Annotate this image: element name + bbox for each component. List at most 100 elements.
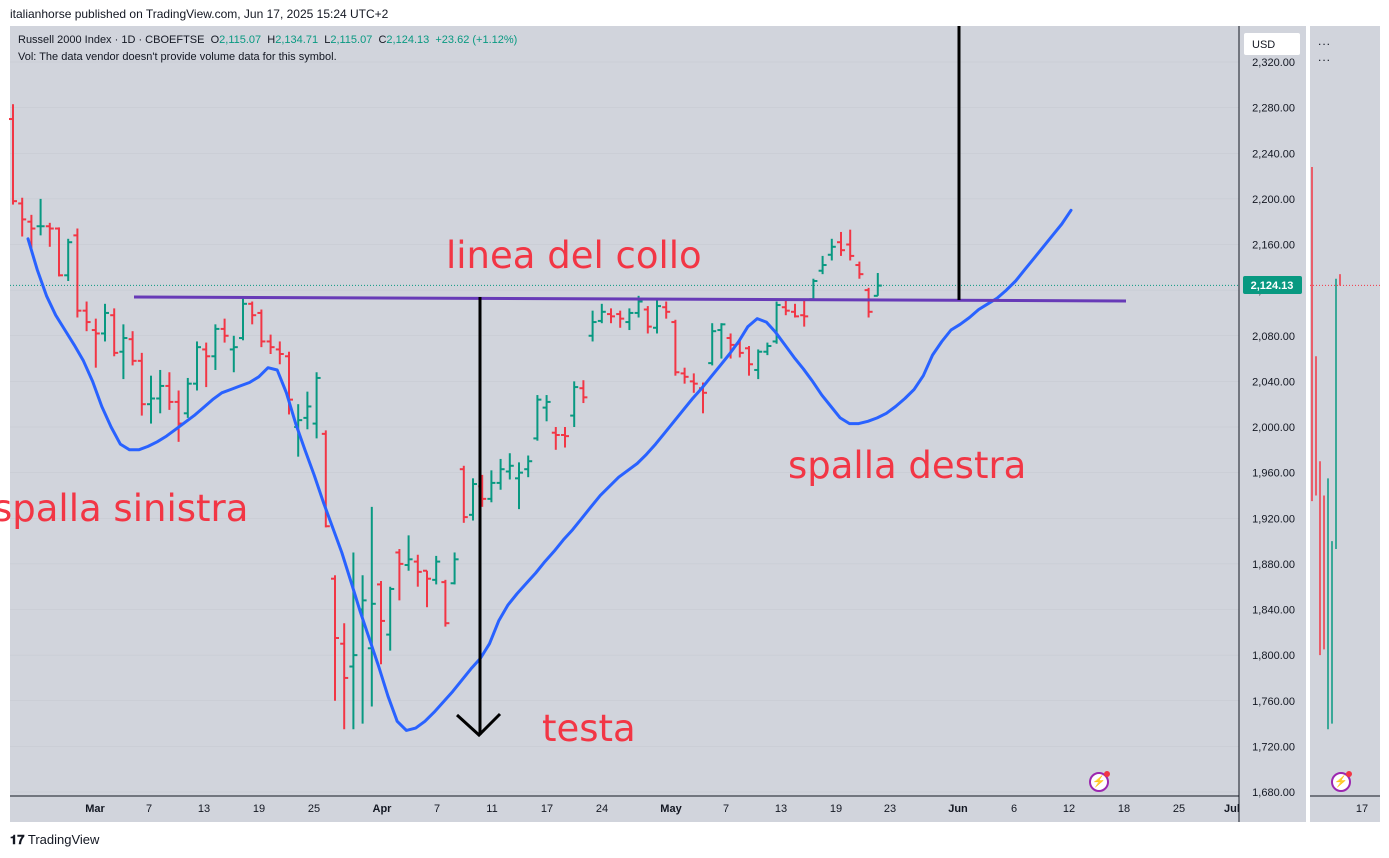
high-label: H bbox=[267, 34, 276, 46]
price-tick-label: 1,840.00 bbox=[1252, 605, 1295, 617]
notification-dot bbox=[1104, 771, 1110, 777]
ohlc-bar bbox=[395, 549, 404, 601]
ohlc-bar bbox=[239, 296, 247, 341]
ohlc-bar bbox=[561, 427, 569, 448]
ohlc-bar bbox=[386, 586, 395, 651]
ohlc-bar bbox=[413, 554, 422, 587]
ohlc-bar bbox=[616, 310, 625, 328]
ohlc-bar bbox=[45, 222, 54, 247]
ohlc-bar bbox=[64, 238, 73, 281]
ohlc-bars bbox=[9, 104, 882, 730]
lightning-icon-side[interactable]: ⚡ bbox=[1331, 771, 1352, 792]
side-mini-bars bbox=[1310, 166, 1380, 730]
ohlc-bar bbox=[275, 341, 284, 365]
more-icon-2[interactable]: ... bbox=[1318, 50, 1332, 64]
time-tick-label: 7 bbox=[434, 803, 440, 815]
ohlc-bar bbox=[312, 372, 321, 439]
ohlc-bar bbox=[837, 231, 845, 256]
ohlc-bar bbox=[340, 623, 349, 730]
price-tick-label: 2,320.00 bbox=[1252, 57, 1295, 69]
notification-dot-side bbox=[1346, 771, 1352, 777]
change-value: +23.62 (+1.12%) bbox=[435, 34, 518, 46]
more-icon[interactable]: ... bbox=[1318, 34, 1332, 48]
ohlc-bar bbox=[607, 308, 615, 324]
time-tick-label: 7 bbox=[146, 803, 152, 815]
ohlc-bar bbox=[745, 346, 753, 376]
ohlc-bar bbox=[505, 453, 514, 480]
ohlc-bar bbox=[873, 273, 882, 297]
time-tick-label: 13 bbox=[775, 803, 787, 815]
symbol-title[interactable]: Russell 2000 Index · 1D · CBOEFTSE bbox=[18, 34, 205, 46]
ohlc-bar bbox=[579, 380, 588, 404]
ohlc-bar bbox=[524, 455, 533, 478]
last-price-tag bbox=[1243, 276, 1302, 294]
moving-average-line bbox=[26, 208, 1073, 732]
lightning-icon[interactable]: ⚡ bbox=[1089, 771, 1110, 792]
ohlc-bar bbox=[653, 300, 661, 334]
annotation-head: testa bbox=[542, 707, 636, 750]
ohlc-bar bbox=[147, 375, 155, 424]
price-tick-label: 2,000.00 bbox=[1252, 422, 1295, 434]
time-tick-label: 18 bbox=[1118, 803, 1130, 815]
time-tick-label: 11 bbox=[486, 803, 497, 815]
currency-button[interactable]: USD bbox=[1243, 32, 1301, 56]
ohlc-bar bbox=[229, 335, 238, 373]
ohlc-bar bbox=[763, 342, 772, 356]
symbol-legend[interactable]: Russell 2000 Index · 1D · CBOEFTSE O2,11… bbox=[18, 34, 517, 46]
time-tick-label: 19 bbox=[830, 803, 842, 815]
annotation-neckline: linea del collo bbox=[446, 234, 702, 277]
volume-note: Vol: The data vendor doesn't provide vol… bbox=[18, 51, 337, 63]
ohlc-bar bbox=[459, 465, 468, 523]
price-tick-label: 1,960.00 bbox=[1252, 468, 1295, 480]
ohlc-bar bbox=[27, 214, 36, 248]
ohlc-bar bbox=[855, 261, 864, 279]
ohlc-bar bbox=[220, 318, 229, 343]
ohlc-bar bbox=[662, 301, 671, 319]
price-tick-label: 1,800.00 bbox=[1252, 650, 1295, 662]
ohlc-bar bbox=[119, 324, 128, 380]
ohlc-bar bbox=[551, 427, 560, 450]
ohlc-bar bbox=[55, 227, 63, 277]
time-tick-label: Apr bbox=[373, 803, 393, 815]
time-tick-label: Jun bbox=[948, 803, 968, 815]
ohlc-bar bbox=[441, 579, 450, 627]
time-tick-label: 7 bbox=[723, 803, 729, 815]
ohlc-bar bbox=[404, 535, 413, 571]
price-tick-label: 1,680.00 bbox=[1252, 787, 1295, 799]
close-value: 2,124.13 bbox=[386, 34, 430, 46]
ohlc-bar bbox=[165, 372, 174, 410]
ohlc-bar bbox=[800, 300, 809, 327]
ohlc-bar bbox=[487, 470, 496, 503]
ohlc-bar bbox=[588, 310, 597, 342]
time-tick-label: 23 bbox=[884, 803, 896, 815]
ohlc-bar bbox=[671, 319, 680, 376]
price-tick-label: 1,920.00 bbox=[1252, 513, 1295, 525]
tradingview-logo[interactable]: 𝟏𝟕 TradingView bbox=[10, 832, 99, 848]
ohlc-bar bbox=[625, 308, 634, 331]
close-label: C bbox=[378, 34, 387, 46]
time-tick-label: Jul bbox=[1224, 803, 1240, 815]
ohlc-bar bbox=[680, 367, 689, 384]
head-arrow bbox=[455, 712, 502, 738]
ohlc-bar bbox=[377, 580, 385, 665]
ohlc-bar bbox=[91, 318, 100, 368]
ohlc-bar bbox=[515, 462, 523, 510]
ohlc-bar bbox=[864, 287, 873, 318]
ohlc-bar bbox=[689, 373, 698, 393]
price-tick-label: 2,080.00 bbox=[1252, 331, 1295, 343]
ohlc-bar bbox=[331, 575, 339, 701]
ohlc-bar bbox=[846, 229, 855, 261]
open-value: 2,115.07 bbox=[219, 34, 262, 46]
time-tick-label: 13 bbox=[198, 803, 210, 815]
time-tick-label: 24 bbox=[596, 803, 608, 815]
time-tick-label: Mar bbox=[85, 803, 105, 815]
ohlc-bar bbox=[450, 552, 459, 585]
ohlc-bar bbox=[18, 197, 27, 237]
publish-info: italianhorse published on TradingView.co… bbox=[10, 7, 389, 21]
ohlc-bar bbox=[101, 303, 109, 342]
low-label: L bbox=[324, 34, 331, 46]
side-panel[interactable] bbox=[1310, 26, 1380, 822]
chart-panel[interactable] bbox=[10, 26, 1306, 822]
ohlc-bar bbox=[533, 395, 542, 441]
